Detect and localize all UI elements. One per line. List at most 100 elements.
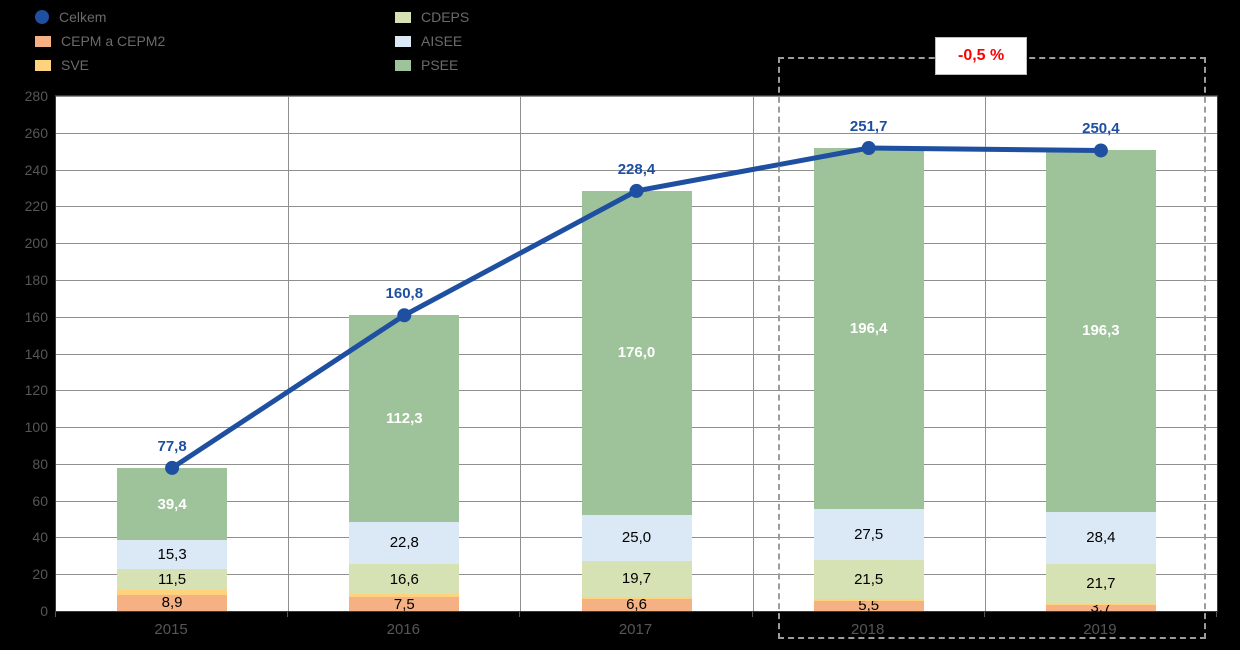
x-axis-label: 2019 bbox=[1083, 621, 1117, 638]
x-axis-label: 2015 bbox=[154, 621, 188, 638]
bar-segment-cdeps: 21,7 bbox=[1045, 563, 1156, 604]
legend-label-psee: PSEE bbox=[421, 57, 459, 73]
bar-value-label: 176,0 bbox=[617, 344, 656, 362]
y-axis-label: 260 bbox=[24, 124, 48, 141]
legend-label-aisee: AISEE bbox=[421, 33, 463, 49]
total-line-marker bbox=[629, 183, 644, 198]
total-line-chart bbox=[165, 141, 1108, 475]
y-axis-label: 280 bbox=[24, 88, 48, 104]
bar-value-label: 21,7 bbox=[1086, 575, 1116, 593]
line-value-label: 160,8 bbox=[385, 285, 424, 303]
y-axis-label: 240 bbox=[24, 161, 48, 178]
x-axis-label: 2017 bbox=[618, 621, 653, 638]
bar-segment-sve bbox=[1045, 603, 1156, 605]
gridline-horizontal bbox=[56, 132, 1217, 134]
y-axis-label: 60 bbox=[32, 492, 48, 509]
bar-value-label: 11,5 bbox=[158, 570, 187, 588]
bar-segment-cepm-a-cepm2: 7,5 bbox=[349, 595, 460, 613]
bar-segment-cepm-a-cepm2: 6,6 bbox=[581, 596, 692, 614]
line-value-label: 77,8 bbox=[157, 437, 187, 455]
legend-label-sve: SVE bbox=[61, 57, 90, 73]
x-axis-label: 2016 bbox=[386, 621, 420, 638]
bar-segment-psee: 39,4 bbox=[117, 467, 228, 541]
gridline-horizontal bbox=[56, 96, 1217, 97]
line-series-marker-icon bbox=[35, 10, 49, 24]
total-line-marker bbox=[861, 141, 876, 156]
gridline-vertical bbox=[752, 96, 754, 611]
bar-segment-aisee: 27,5 bbox=[813, 509, 924, 560]
line-value-label: 251,7 bbox=[849, 118, 888, 136]
bar-segment-cdeps: 11,5 bbox=[117, 568, 228, 590]
bar-value-label: 5,5 bbox=[858, 597, 880, 615]
y-axis-label: 180 bbox=[24, 271, 48, 288]
legend-item-sve: SVE bbox=[35, 56, 165, 74]
bar-value-label: 15,3 bbox=[157, 545, 187, 563]
bar-value-label: 196,3 bbox=[1082, 322, 1120, 340]
bar-segment-aisee: 25,0 bbox=[581, 514, 692, 561]
annotation-badge: -0,5 % bbox=[935, 37, 1028, 75]
bar-segment-sve bbox=[581, 596, 692, 599]
x-axis-tick bbox=[1216, 612, 1217, 617]
bar-segment-aisee: 28,4 bbox=[1045, 511, 1156, 564]
y-axis-label: 160 bbox=[24, 308, 48, 325]
bar-value-label: 8,9 bbox=[161, 594, 183, 612]
legend-item-psee: PSEE bbox=[395, 56, 469, 74]
line-value-label: 250,4 bbox=[1082, 120, 1120, 138]
x-axis-tick bbox=[751, 612, 753, 617]
bar-segment-sve bbox=[813, 599, 924, 601]
bar-value-label: 7,5 bbox=[393, 595, 415, 613]
line-value-label: 228,4 bbox=[617, 160, 656, 178]
bar-segment-psee: 176,0 bbox=[581, 190, 692, 515]
legend-item-cepm: CEPM a CEPM2 bbox=[35, 32, 165, 50]
y-axis-label: 200 bbox=[24, 235, 48, 252]
bar-segment-aisee: 22,8 bbox=[349, 521, 460, 564]
series-swatch-icon bbox=[35, 35, 51, 47]
legend-item-aisee: AISEE bbox=[395, 32, 469, 50]
gridline-vertical bbox=[288, 96, 290, 611]
bar-value-label: 21,5 bbox=[854, 571, 884, 589]
bar-value-label: 19,7 bbox=[621, 570, 652, 588]
legend-label-cdeps: CDEPS bbox=[421, 9, 470, 25]
bar-segment-sve bbox=[117, 589, 228, 595]
total-line-marker bbox=[1093, 143, 1108, 158]
total-line-marker bbox=[397, 308, 412, 323]
y-axis-label: 140 bbox=[24, 345, 48, 362]
bar-segment-psee: 196,4 bbox=[813, 148, 924, 510]
bar-segment-aisee: 15,3 bbox=[117, 540, 228, 569]
series-swatch-icon bbox=[35, 59, 51, 71]
x-axis-tick bbox=[983, 612, 985, 617]
x-axis-tick bbox=[287, 612, 289, 617]
y-axis-label: 100 bbox=[24, 419, 48, 436]
legend-column-1: Celkem CEPM a CEPM2 SVE bbox=[35, 8, 165, 74]
x-axis-label: 2018 bbox=[851, 621, 885, 638]
highlight-region-2018-2019 bbox=[778, 57, 1206, 639]
legend-label-cepm: CEPM a CEPM2 bbox=[61, 33, 166, 49]
legend-item-cdeps: CDEPS bbox=[395, 8, 469, 26]
bar-value-label: 25,0 bbox=[621, 529, 652, 547]
bar-value-label: 22,8 bbox=[389, 534, 419, 552]
y-axis-label: 20 bbox=[32, 566, 48, 583]
bar-segment-cdeps: 21,5 bbox=[813, 559, 924, 600]
bar-segment-cdeps: 16,6 bbox=[349, 563, 460, 595]
total-line-marker bbox=[165, 460, 180, 475]
bar-value-label: 6,6 bbox=[626, 596, 647, 614]
y-axis-label: 120 bbox=[24, 382, 48, 399]
y-axis-label: 40 bbox=[32, 529, 48, 546]
legend-label-celkem: Celkem bbox=[59, 9, 107, 25]
bar-segment-cepm-a-cepm2: 8,9 bbox=[117, 594, 228, 612]
y-axis-label: 0 bbox=[40, 603, 48, 619]
bar-value-label: 112,3 bbox=[385, 410, 423, 428]
bar-value-label: 39,4 bbox=[157, 495, 187, 513]
bar-value-label: 28,4 bbox=[1086, 529, 1116, 547]
x-axis-tick bbox=[519, 612, 521, 617]
bar-value-label: 196,4 bbox=[849, 320, 888, 338]
y-axis-label: 220 bbox=[24, 198, 48, 215]
series-swatch-icon bbox=[395, 35, 411, 47]
y-axis-label: 80 bbox=[32, 455, 48, 472]
bar-value-label: 16,6 bbox=[389, 570, 419, 588]
bar-segment-psee: 112,3 bbox=[349, 315, 460, 522]
bar-value-label: 27,5 bbox=[854, 526, 884, 544]
bar-segment-psee: 196,3 bbox=[1045, 150, 1156, 512]
legend-item-celkem: Celkem bbox=[35, 8, 165, 26]
